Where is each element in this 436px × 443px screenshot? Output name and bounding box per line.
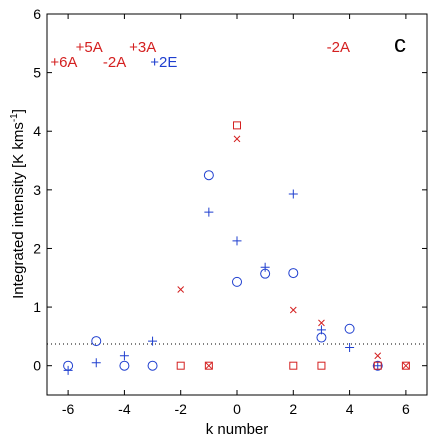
x-axis-label: k number [206, 421, 269, 438]
x-tick-label: 6 [402, 401, 410, 417]
y-tick-label: 5 [33, 65, 41, 81]
circle-marker [91, 336, 102, 347]
cross-marker [374, 352, 382, 360]
y-tick-label: 0 [33, 358, 41, 374]
annotation-label: -2A [103, 54, 126, 71]
plus-marker [119, 351, 129, 361]
cross-marker [205, 362, 213, 370]
plot-area [46, 13, 428, 396]
plus-marker [63, 365, 73, 375]
square-marker [317, 361, 326, 370]
x-tick-label: -4 [118, 401, 131, 417]
x-axis-ticks: -6 -4 -2 0 2 4 6 [62, 14, 410, 417]
panel-label: c [394, 31, 406, 58]
y-tick-label: 6 [33, 6, 41, 22]
plus-marker [232, 236, 242, 246]
plus-marker [316, 325, 326, 335]
x-tick-label: -6 [62, 401, 75, 417]
circle-marker [147, 360, 158, 371]
plus-marker [345, 343, 355, 353]
x-tick-label: 4 [346, 401, 354, 417]
cross-marker [233, 135, 241, 143]
circle-marker [203, 170, 214, 181]
y-axis-label-superscript: -1 [9, 113, 20, 122]
y-axis-label-close: ] [10, 109, 27, 113]
annotation-label: +2E [150, 54, 177, 71]
y-tick-label: 3 [33, 182, 41, 198]
square-marker [289, 361, 298, 370]
cross-marker [177, 286, 185, 293]
y-tick-label: 1 [33, 299, 41, 315]
square-marker [176, 361, 185, 370]
annotation-label: +6A [50, 54, 77, 71]
annotation-label: +3A [129, 39, 156, 56]
cross-marker [402, 362, 410, 370]
annotation-label: -2A [327, 39, 350, 56]
circle-marker [344, 323, 355, 334]
square-marker [204, 361, 213, 370]
y-axis-label: Integrated intensity [K kms-1] [9, 109, 27, 299]
plus-marker [260, 262, 270, 272]
square-marker [401, 361, 410, 370]
circle-marker [119, 360, 130, 371]
plus-marker [148, 336, 158, 346]
circle-marker [232, 276, 242, 287]
y-axis-ticks: 0 1 2 3 4 5 6 [33, 6, 427, 374]
plus-marker [91, 358, 101, 368]
data-points [63, 121, 410, 375]
x-tick-label: -2 [174, 401, 187, 417]
y-tick-label: 2 [33, 240, 41, 256]
plus-marker [204, 207, 214, 217]
x-tick-label: 2 [289, 401, 297, 417]
plus-marker [288, 189, 298, 199]
cross-marker [289, 306, 297, 314]
x-tick-label: 0 [233, 401, 241, 417]
annotation-label: +5A [76, 39, 103, 56]
cross-marker [318, 319, 325, 327]
circle-marker [288, 268, 299, 279]
annotations: +6A+5A-2A+3A+2E-2A [50, 39, 350, 71]
y-tick-label: 4 [33, 123, 41, 139]
square-marker [373, 361, 382, 370]
y-axis-label-text: Integrated intensity [K kms [10, 122, 27, 299]
square-marker [233, 121, 241, 130]
